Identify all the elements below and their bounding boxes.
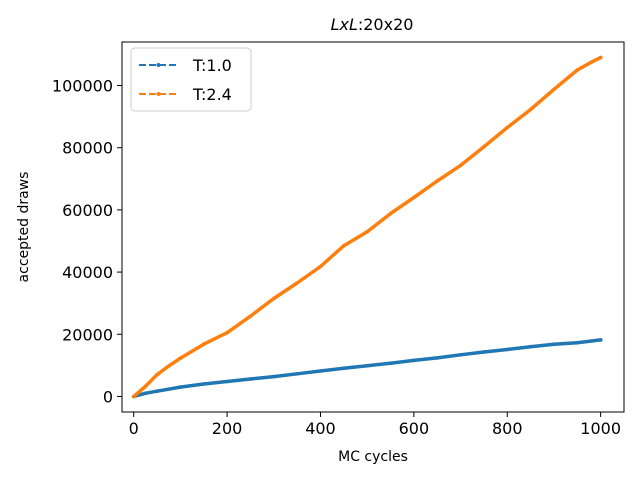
series-point [248,377,253,381]
series-point [295,281,299,285]
y-tick-label: 60000 [62,201,113,220]
series-point [178,385,183,389]
legend: T:1.0 T:2.4 [130,47,252,112]
series-point [435,179,440,183]
series-point [482,350,486,354]
y-tick-label: 20000 [62,325,113,344]
series-point [388,361,393,366]
y-tick-label: 0 [103,387,113,406]
series-point [143,391,148,396]
legend-label-0: T:1.0 [192,56,232,75]
y-tick-label: 40000 [62,263,113,282]
series-point [412,358,416,363]
series-point [575,68,580,72]
x-axis-ticks: 0 200 400 600 800 1000 [129,412,621,438]
series-point [155,372,159,377]
x-axis-title: MC cycles [338,449,408,465]
series-point [598,55,603,60]
series-point [388,211,393,216]
series-layer [131,55,603,399]
series-point [482,145,486,149]
legend-box [130,47,252,112]
legend-label-1: T:2.4 [192,85,232,104]
series-point [201,342,206,347]
series-point [143,384,148,389]
series-point [552,87,556,92]
y-tick-label: 80000 [62,139,113,158]
series-line-0 [131,338,603,399]
series-point [225,379,229,384]
series-point [458,353,463,357]
series-point [166,364,171,368]
y-tick-label: 100000 [52,77,113,96]
series-point [412,195,416,200]
series-point [598,338,603,342]
series-point [318,264,323,269]
series-point [318,369,323,373]
series-point [575,340,580,345]
legend-marker-1 [156,92,161,96]
x-tick-label: 0 [129,419,139,438]
legend-marker-0 [156,63,161,67]
series-point [295,372,299,376]
series-point [248,314,253,319]
series-point [342,243,346,248]
y-axis-ticks: 0 20000 40000 60000 80000 100000 [52,77,122,406]
x-tick-label: 800 [492,419,523,438]
y-axis-title: accepted draws [16,172,32,283]
legend-items: T:1.0 T:2.4 [139,56,232,104]
series-point [201,382,206,386]
chart-title: LxL:20x20 [331,15,414,34]
series-point [528,344,533,349]
series-point [155,389,159,394]
plot-frame [121,41,625,413]
series-point [458,163,463,168]
series-point [505,125,510,130]
series-point [272,296,276,301]
series-point [552,342,556,347]
x-tick-label: 400 [305,419,336,438]
series-point [131,394,136,399]
series-line-1 [131,55,603,399]
series-point [365,229,370,234]
series-point [342,366,346,371]
x-tick-label: 600 [399,419,430,438]
series-point [178,356,183,361]
series-point [272,374,276,379]
series-point [505,347,510,352]
series-point [435,356,440,360]
series-point [528,107,533,112]
series-point [589,60,594,64]
x-tick-label: 200 [212,419,243,438]
series-point [365,363,370,368]
series-point [225,330,229,335]
x-tick-label: 1000 [580,419,621,438]
